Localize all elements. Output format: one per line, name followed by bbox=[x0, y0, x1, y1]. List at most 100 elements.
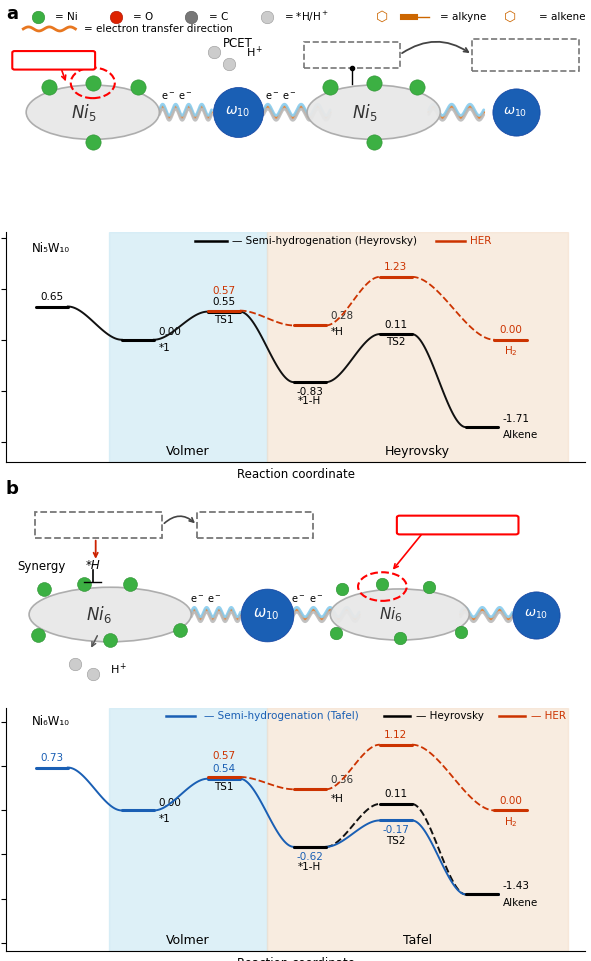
Text: 0.73: 0.73 bbox=[40, 752, 63, 763]
Text: $\it{Ni}_5$: $\it{Ni}_5$ bbox=[352, 102, 378, 123]
Text: 0.54: 0.54 bbox=[212, 764, 235, 774]
Text: R$^1$ ≡ R$^2$: R$^1$ ≡ R$^2$ bbox=[76, 517, 122, 533]
Bar bbox=[109, 233, 267, 462]
Text: 0.57: 0.57 bbox=[212, 286, 235, 296]
Text: 0.11: 0.11 bbox=[384, 789, 407, 800]
Text: R$^2$: R$^2$ bbox=[551, 47, 566, 63]
Text: — Semi-hydrogenation (Tafel): — Semi-hydrogenation (Tafel) bbox=[204, 711, 359, 722]
Bar bbox=[109, 707, 267, 951]
Text: 0.00: 0.00 bbox=[499, 796, 522, 805]
Text: -0.62: -0.62 bbox=[297, 851, 323, 862]
Text: R$^1$: R$^1$ bbox=[518, 47, 533, 63]
Text: = electron transfer direction: = electron transfer direction bbox=[84, 24, 233, 34]
Text: $\it{\omega}_{10}$: $\it{\omega}_{10}$ bbox=[254, 606, 280, 623]
Text: Alkene: Alkene bbox=[502, 898, 538, 908]
Text: 0.00: 0.00 bbox=[158, 327, 181, 337]
Text: *1-H: *1-H bbox=[298, 862, 322, 873]
Ellipse shape bbox=[26, 86, 160, 139]
Text: PCET: PCET bbox=[223, 37, 252, 50]
Text: = Ni: = Ni bbox=[55, 12, 78, 22]
Text: e$^-$: e$^-$ bbox=[207, 594, 222, 604]
Text: TS1: TS1 bbox=[214, 782, 233, 792]
Text: 0.00: 0.00 bbox=[499, 325, 522, 335]
Text: TS2: TS2 bbox=[386, 337, 405, 347]
Text: TS2: TS2 bbox=[386, 836, 405, 846]
Text: *H: *H bbox=[330, 794, 343, 804]
Text: TS1: TS1 bbox=[214, 314, 233, 325]
Text: $\it{Ni}_5$: $\it{Ni}_5$ bbox=[72, 102, 97, 123]
Text: $\it{Ni}_6$: $\it{Ni}_6$ bbox=[86, 604, 112, 625]
Bar bbox=[267, 233, 568, 462]
Text: e$^-$: e$^-$ bbox=[309, 594, 323, 604]
Text: e$^-$: e$^-$ bbox=[178, 90, 193, 102]
FancyBboxPatch shape bbox=[304, 42, 400, 68]
Ellipse shape bbox=[29, 587, 191, 642]
Text: 0.65: 0.65 bbox=[40, 292, 63, 302]
Text: R$^1$: R$^1$ bbox=[242, 517, 256, 533]
Text: e$^-$: e$^-$ bbox=[265, 90, 280, 102]
Text: $\it{Ni}_6$: $\it{Ni}_6$ bbox=[379, 605, 403, 624]
Text: H$^+$: H$^+$ bbox=[246, 44, 264, 60]
Text: *1-H: *1-H bbox=[298, 397, 322, 407]
Text: e$^-$: e$^-$ bbox=[190, 594, 204, 604]
Text: ⬡: ⬡ bbox=[376, 10, 388, 24]
Text: = *H/H$^+$: = *H/H$^+$ bbox=[284, 10, 329, 24]
Text: — HER: — HER bbox=[531, 711, 566, 722]
Ellipse shape bbox=[307, 86, 440, 139]
Ellipse shape bbox=[330, 589, 469, 640]
X-axis label: Reaction coordinate: Reaction coordinate bbox=[236, 957, 355, 961]
Text: Synergy: Synergy bbox=[18, 560, 66, 574]
Text: Alkene: Alkene bbox=[502, 431, 538, 440]
Text: -1.43: -1.43 bbox=[502, 881, 530, 891]
Text: — Semi-hydrogenation (Heyrovsky): — Semi-hydrogenation (Heyrovsky) bbox=[232, 236, 417, 246]
Text: Volmer: Volmer bbox=[166, 934, 210, 947]
FancyBboxPatch shape bbox=[397, 516, 518, 534]
FancyBboxPatch shape bbox=[35, 512, 163, 538]
Text: 1.12: 1.12 bbox=[384, 730, 407, 740]
Text: = C: = C bbox=[209, 12, 228, 22]
Text: Heyrovsky: Heyrovsky bbox=[385, 445, 450, 458]
Text: *1: *1 bbox=[158, 343, 170, 353]
Text: — Heyrovsky: — Heyrovsky bbox=[416, 711, 484, 722]
Text: -0.83: -0.83 bbox=[297, 386, 323, 397]
Text: Volmer: Volmer bbox=[166, 445, 210, 458]
Text: *H: *H bbox=[86, 558, 100, 572]
Text: HER: HER bbox=[470, 236, 492, 246]
Text: $\it{\omega}_{10}$: $\it{\omega}_{10}$ bbox=[225, 105, 250, 119]
Text: *1: *1 bbox=[158, 814, 170, 824]
Text: R$^2$: R$^2$ bbox=[282, 517, 297, 533]
Text: H$^+$: H$^+$ bbox=[110, 661, 128, 677]
FancyBboxPatch shape bbox=[12, 51, 95, 69]
Text: Ni₆W₁₀: Ni₆W₁₀ bbox=[32, 715, 70, 728]
Text: $\it{\omega}_{10}$: $\it{\omega}_{10}$ bbox=[524, 608, 548, 621]
Bar bbox=[267, 707, 568, 951]
Text: $\it{\omega}_{10}$: $\it{\omega}_{10}$ bbox=[504, 106, 528, 119]
Text: -1.71: -1.71 bbox=[502, 414, 530, 424]
Text: Ni₅W₁₀: Ni₅W₁₀ bbox=[32, 241, 70, 255]
FancyBboxPatch shape bbox=[197, 512, 313, 538]
Text: 0.36: 0.36 bbox=[330, 775, 353, 784]
Text: a: a bbox=[6, 5, 18, 23]
Text: 0.57: 0.57 bbox=[212, 751, 235, 760]
X-axis label: Reaction coordinate: Reaction coordinate bbox=[236, 468, 355, 480]
Text: 0.28: 0.28 bbox=[330, 310, 353, 321]
Text: Tafel: Tafel bbox=[403, 934, 432, 947]
Text: Single site: Single site bbox=[26, 56, 80, 65]
Text: -0.17: -0.17 bbox=[382, 825, 410, 835]
Text: Active region: Active region bbox=[423, 520, 492, 530]
Text: e$^-$: e$^-$ bbox=[282, 90, 297, 102]
Text: *H: *H bbox=[330, 328, 343, 337]
Text: H$_2$: H$_2$ bbox=[504, 344, 517, 358]
Text: b: b bbox=[6, 480, 19, 499]
Text: R$^1$ ≡ R$^2$: R$^1$ ≡ R$^2$ bbox=[329, 46, 375, 63]
Text: e$^-$: e$^-$ bbox=[291, 594, 306, 604]
Text: 0.55: 0.55 bbox=[212, 297, 235, 307]
Text: = alkyne: = alkyne bbox=[440, 12, 486, 22]
Text: 0.00: 0.00 bbox=[158, 798, 181, 807]
Text: H$_2$: H$_2$ bbox=[504, 815, 517, 829]
Text: e$^-$: e$^-$ bbox=[161, 90, 176, 102]
Text: 0.11: 0.11 bbox=[384, 319, 407, 330]
Text: ⬡: ⬡ bbox=[504, 10, 516, 24]
Text: 1.23: 1.23 bbox=[384, 262, 407, 272]
Text: = alkene: = alkene bbox=[539, 12, 585, 22]
